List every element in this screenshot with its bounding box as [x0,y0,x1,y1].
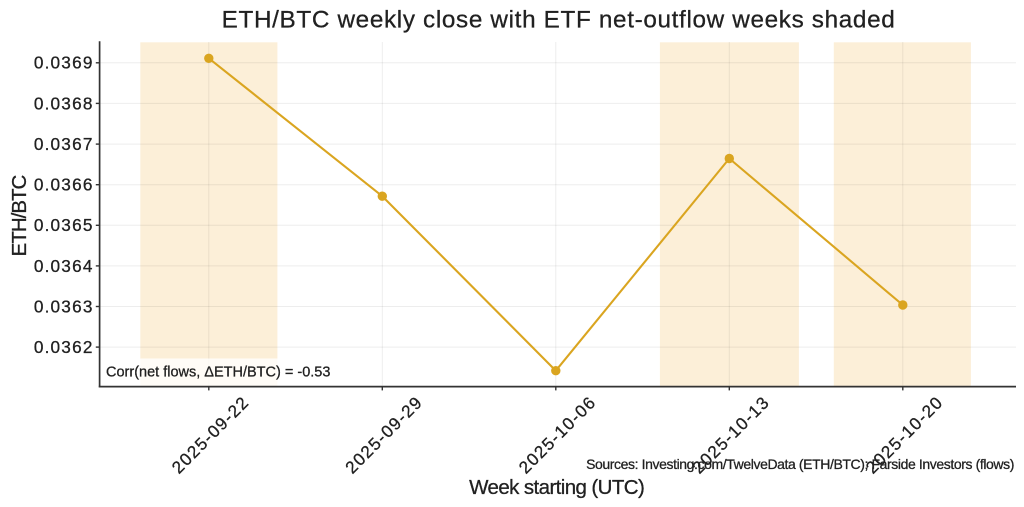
svg-text:Week starting (UTC): Week starting (UTC) [469,476,644,499]
svg-text:Corr(net flows, ΔETH/BTC) = -0: Corr(net flows, ΔETH/BTC) = -0.53 [106,364,330,380]
svg-text:0.0366: 0.0366 [34,175,94,195]
svg-text:0.0365: 0.0365 [34,215,94,235]
svg-text:ETH/BTC weekly close with ETF: ETH/BTC weekly close with ETF net-outflo… [222,6,896,33]
svg-text:0.0364: 0.0364 [34,256,94,276]
svg-text:Sources: Investing.com/TwelveD: Sources: Investing.com/TwelveData (ETH/B… [586,456,1014,472]
svg-text:0.0368: 0.0368 [34,93,94,113]
svg-text:0.0363: 0.0363 [34,296,94,316]
svg-text:0.0369: 0.0369 [34,53,94,73]
svg-text:0.0362: 0.0362 [34,337,94,357]
svg-text:0.0367: 0.0367 [34,134,94,154]
svg-text:ETH/BTC: ETH/BTC [8,174,31,256]
